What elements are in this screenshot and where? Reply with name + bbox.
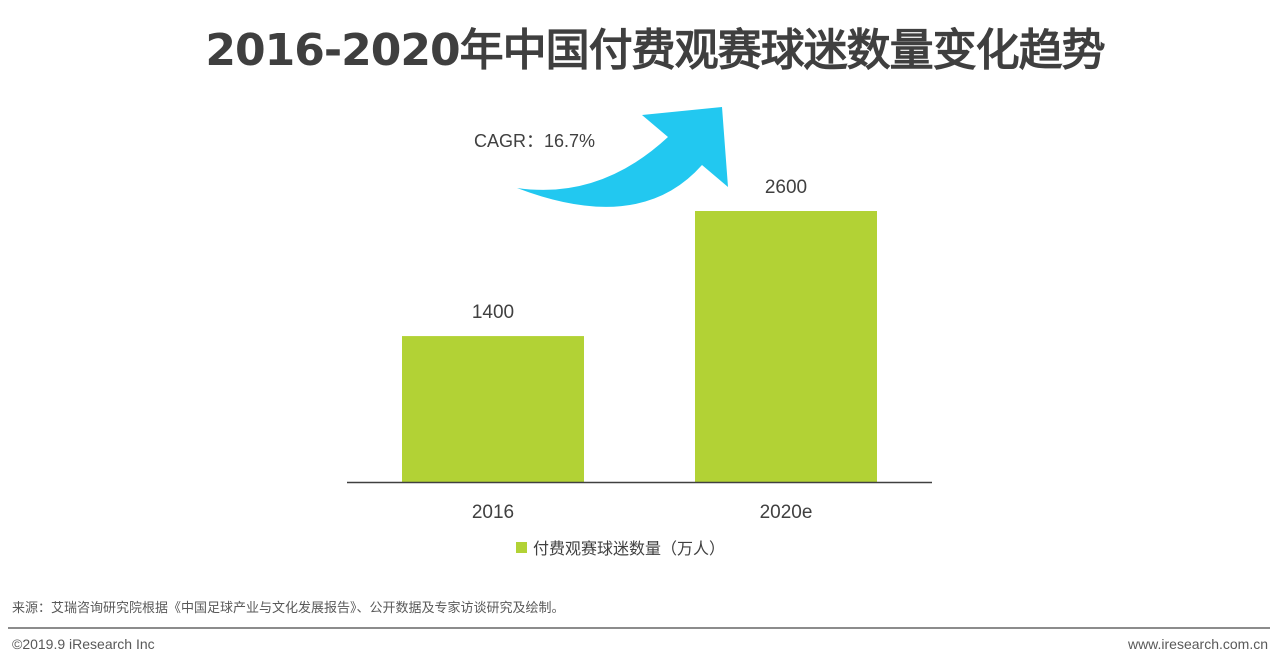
bar-2016 <box>402 336 584 482</box>
x-tick-label-2020e: 2020e <box>760 502 813 523</box>
bar-2020e <box>695 211 877 482</box>
data-label-2016: 1400 <box>472 302 514 323</box>
legend-label: 付费观赛球迷数量（万人） <box>533 539 726 558</box>
x-tick-label-2016: 2016 <box>472 502 514 523</box>
source-note: 来源：艾瑞咨询研究院根据《中国足球产业与文化发展报告》、公开数据及专家访谈研究及… <box>12 601 565 616</box>
chart-title: 2016-2020年中国付费观赛球迷数量变化趋势 <box>205 25 1105 76</box>
cagr-arrow-icon <box>517 107 728 207</box>
data-label-2020e: 2600 <box>765 177 807 198</box>
legend-swatch <box>516 541 527 553</box>
footer-divider <box>8 627 1270 629</box>
copyright: ©2019.9 iResearch Inc <box>12 636 155 652</box>
website: www.iresearch.com.cn <box>1127 636 1268 652</box>
legend: 付费观赛球迷数量（万人） <box>516 535 725 559</box>
cagr-annotation: CAGR：16.7% <box>474 131 595 151</box>
